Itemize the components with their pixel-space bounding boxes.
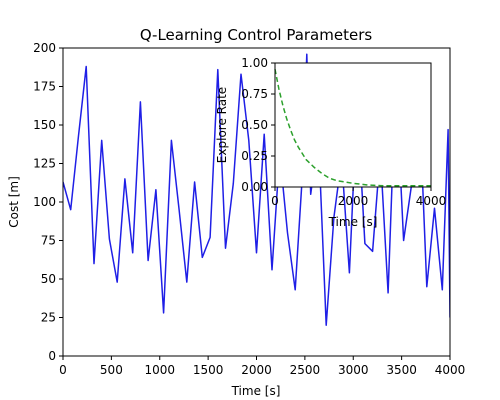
x-tick-label: 0 [271, 194, 279, 208]
x-tick-label: 4000 [435, 363, 466, 377]
x-tick-label: 0 [59, 363, 67, 377]
x-tick-label: 2000 [241, 363, 272, 377]
inset-plot-area [274, 69, 431, 187]
y-tick-label: 150 [33, 118, 56, 132]
y-tick-label: 1.00 [241, 56, 268, 70]
y-tick-label: 125 [33, 157, 56, 171]
y-tick-label: 50 [41, 272, 56, 286]
y-tick-label: 0 [48, 349, 56, 363]
x-tick-label: 4000 [416, 194, 447, 208]
x-tick-label: 3500 [386, 363, 417, 377]
x-tick-label: 3000 [338, 363, 369, 377]
y-tick-label: 0.25 [241, 149, 268, 163]
main-x-axis-label: Time [s] [231, 384, 281, 398]
inset-x-axis-label: Time [s] [328, 215, 378, 229]
y-tick-label: 100 [33, 195, 56, 209]
y-tick-label: 0.00 [241, 180, 268, 194]
x-tick-label: 500 [100, 363, 123, 377]
inset-y-axis-label: Explore Rate [215, 87, 229, 163]
explore-rate-line-0 [274, 69, 431, 187]
x-tick-label: 1500 [193, 363, 224, 377]
x-tick-label: 2000 [338, 194, 369, 208]
chart-title: Q-Learning Control Parameters [140, 26, 373, 44]
y-tick-label: 0.50 [241, 118, 268, 132]
main-y-axis: 0 25 50 75 100 125 150 175 200 [33, 41, 63, 363]
y-tick-label: 0.75 [241, 87, 268, 101]
inset-chart: 0 2000 4000 0.000.250.500.751.00 Time [s] … [215, 56, 446, 229]
main-x-axis: 0 500 1000 1500 2000 2500 3000 3500 4000 [59, 356, 465, 377]
y-tick-label: 200 [33, 41, 56, 55]
main-y-axis-label: Cost [m] [7, 176, 21, 228]
main-chart: Q-Learning Control Parameters 0 500 1000 15… [7, 26, 465, 398]
x-tick-label: 2500 [290, 363, 321, 377]
cost-series-line-0 [63, 53, 450, 326]
x-tick-label: 1000 [144, 363, 175, 377]
y-tick-label: 175 [33, 80, 56, 94]
inset-x-axis: 0 2000 4000 [271, 187, 446, 208]
y-tick-label: 75 [41, 234, 56, 248]
y-tick-label: 25 [41, 311, 56, 325]
main-plot-area [63, 53, 450, 326]
inset-y-axis: 0.00 0.25 0.50 0.75 1.00 [241, 56, 275, 194]
inset-background [275, 63, 431, 187]
